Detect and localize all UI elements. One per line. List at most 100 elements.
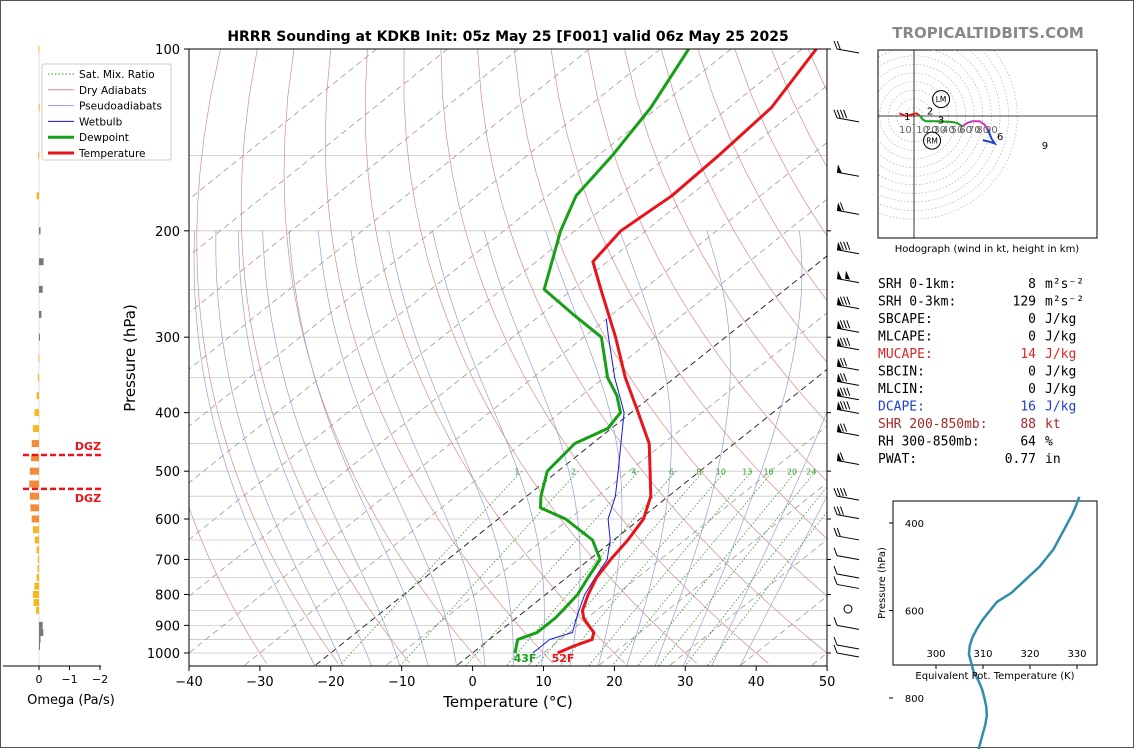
barb-flag bbox=[834, 617, 837, 625]
mixing-ratio-label: 24 bbox=[806, 467, 816, 476]
barb-staff bbox=[837, 556, 859, 560]
mixing-ratio-line bbox=[560, 471, 725, 666]
mixing-ratio-label: 2 bbox=[571, 467, 576, 476]
hodograph-caption: Hodograph (wind in kt, height in km) bbox=[895, 244, 1080, 255]
omega-bar bbox=[39, 258, 44, 265]
legend-label: Sat. Mix. Ratio bbox=[79, 69, 155, 81]
x-tick-label: 20 bbox=[606, 675, 623, 690]
omega-bar bbox=[30, 468, 39, 475]
barb-flag bbox=[847, 242, 850, 250]
barb-flag bbox=[847, 297, 850, 305]
omega-bar bbox=[39, 104, 40, 111]
mixing-ratio-label: 6 bbox=[669, 467, 674, 476]
barb-flag bbox=[844, 488, 847, 496]
barb-flag bbox=[837, 110, 840, 118]
x-tick-label: 10 bbox=[535, 675, 552, 690]
barb-flag bbox=[840, 488, 843, 496]
omega-bar bbox=[35, 536, 39, 543]
omega-bar bbox=[39, 643, 40, 650]
mixing-ratio-label: 1 bbox=[514, 467, 519, 476]
index-label: PWAT: bbox=[878, 452, 917, 467]
index-unit: m²s⁻² bbox=[1045, 277, 1084, 292]
moist-adiabat bbox=[712, 231, 884, 666]
barb-flag bbox=[840, 110, 843, 118]
omega-bar bbox=[29, 480, 39, 487]
right-mover-label: RM bbox=[926, 137, 938, 146]
wind-barb bbox=[837, 320, 859, 332]
omega-x-axis-title: Omega (Pa/s) bbox=[27, 693, 115, 708]
y-tick-label: 300 bbox=[155, 331, 180, 346]
omega-bar bbox=[30, 493, 39, 500]
omega-bar bbox=[38, 355, 39, 362]
barb-staff bbox=[837, 536, 859, 540]
wind-barb bbox=[834, 110, 859, 122]
dry-adiabat bbox=[514, 49, 911, 663]
index-value: 0 bbox=[1028, 330, 1036, 345]
wind-barb bbox=[834, 41, 859, 53]
index-unit: in bbox=[1045, 452, 1061, 467]
omega-bar bbox=[33, 526, 39, 533]
wind-barb bbox=[837, 164, 859, 176]
barb-flag bbox=[844, 388, 847, 396]
mixing-ratio-line bbox=[612, 471, 773, 666]
barb-flag bbox=[844, 297, 847, 305]
barb-flag bbox=[834, 528, 837, 536]
moist-adiabat bbox=[620, 231, 672, 666]
barb-staff bbox=[837, 574, 859, 578]
theta-e-x-tick-label: 310 bbox=[973, 649, 992, 660]
hodograph-ring-label: 10 bbox=[899, 125, 912, 136]
index-unit: m²s⁻² bbox=[1045, 295, 1084, 310]
mixing-ratio-label: 16 bbox=[763, 467, 773, 476]
barb-flag bbox=[847, 401, 850, 409]
index-value: 0 bbox=[1028, 312, 1036, 327]
index-label: SRH 0-1km: bbox=[878, 277, 956, 292]
mixing-ratio-label: 13 bbox=[742, 467, 752, 476]
x-tick-label: 30 bbox=[677, 675, 694, 690]
index-label: MLCIN: bbox=[878, 382, 925, 397]
surface-dewpoint-label: 43F bbox=[514, 652, 537, 665]
left-mover-label: LM bbox=[936, 95, 947, 104]
y-tick-label: 100 bbox=[155, 43, 180, 58]
omega-x-tick-label: −1 bbox=[61, 673, 77, 686]
y-tick-label: 200 bbox=[155, 225, 180, 240]
barb-staff bbox=[837, 653, 859, 657]
legend-label: Dewpoint bbox=[79, 132, 129, 144]
calm-wind-marker bbox=[844, 605, 852, 613]
barb-flag bbox=[844, 358, 847, 366]
omega-x-tick-label: −2 bbox=[92, 673, 108, 686]
omega-bar bbox=[38, 46, 39, 53]
wind-barb bbox=[837, 242, 859, 254]
omega-bar bbox=[39, 636, 41, 643]
omega-bar bbox=[39, 629, 43, 636]
mixing-ratio-label: 30 bbox=[830, 467, 840, 476]
x-tick-label: −10 bbox=[388, 675, 415, 690]
dry-adiabat bbox=[1102, 49, 1134, 663]
moist-adiabat bbox=[433, 231, 545, 666]
barb-flag bbox=[834, 548, 837, 556]
theta-e-y-axis-title: Pressure (hPa) bbox=[877, 547, 888, 619]
omega-bar bbox=[34, 599, 39, 606]
barb-flag bbox=[844, 242, 847, 250]
moist-adiabat bbox=[389, 231, 514, 666]
index-value: 16 bbox=[1020, 400, 1036, 415]
legend-label: Dry Adiabats bbox=[79, 85, 147, 97]
omega-bar bbox=[37, 546, 39, 553]
omega-bar bbox=[37, 565, 39, 572]
moist-adiabat bbox=[216, 231, 343, 666]
barb-flag bbox=[837, 488, 840, 496]
omega-bar bbox=[33, 425, 39, 432]
theta-e-y-tick-label: 600 bbox=[905, 607, 924, 618]
barb-flag bbox=[847, 388, 850, 396]
moist-adiabat bbox=[263, 231, 400, 666]
barb-flag bbox=[844, 110, 847, 118]
barb-staff bbox=[837, 496, 859, 500]
wind-barb bbox=[834, 617, 859, 629]
omega-bar bbox=[30, 504, 39, 511]
index-unit: kt bbox=[1045, 417, 1061, 432]
index-value: 0.77 bbox=[1005, 452, 1036, 467]
moist-adiabat bbox=[289, 231, 428, 666]
hodograph-height-label: 1 bbox=[904, 112, 910, 123]
wind-barb bbox=[837, 388, 859, 400]
legend-label: Wetbulb bbox=[79, 116, 123, 128]
